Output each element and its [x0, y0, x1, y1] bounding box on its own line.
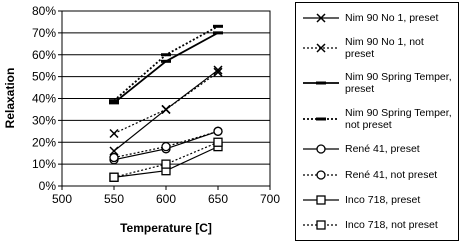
legend-swatch: [303, 144, 339, 154]
legend: Nim 90 No 1, preset Nim 90 No 1, not pres…: [295, 2, 459, 241]
legend-label: René 41, not preset: [345, 168, 438, 181]
marker-shape: [161, 141, 171, 152]
legend-entry: René 41, preset: [299, 142, 455, 156]
marker: [316, 43, 326, 53]
legend-swatch: [303, 220, 339, 230]
series-line: [113, 32, 219, 104]
x-tick-label: 600: [156, 192, 176, 206]
marker-shape: [316, 144, 326, 154]
marker: [316, 144, 326, 154]
marker-stroke: [213, 67, 223, 77]
legend-entry: Nim 90 Spring Temper, preset: [299, 71, 455, 95]
marker: [109, 172, 119, 182]
chart: Relaxation Temperature [C] 0% 10% 20% 30% 40…: [3, 4, 280, 235]
legend-swatch: [303, 81, 339, 85]
legend-label: Nim 90 Spring Temper, not preset: [345, 106, 452, 131]
series-line: [113, 69, 219, 152]
marker-shape: [109, 152, 119, 163]
y-tick-label: 20%: [32, 135, 56, 149]
marker-stroke: [161, 104, 171, 114]
legend-label: Inco 718, preset: [345, 193, 421, 206]
y-tick-label: 50%: [32, 70, 56, 84]
legend-swatch: [303, 13, 339, 23]
x-tick-label: 700: [260, 192, 280, 206]
legend-swatch: [303, 195, 339, 205]
marker: [316, 195, 326, 205]
legend-entry: Nim 90 Spring Temper, not preset: [299, 107, 455, 131]
marker-stroke: [213, 65, 223, 75]
marker: [161, 159, 171, 169]
marker-shape: [213, 126, 223, 136]
y-tick-label: 30%: [32, 113, 56, 127]
marker-stroke: [109, 146, 119, 156]
x-tick-label: 500: [52, 192, 72, 206]
legend-entry: Nim 90 No 1, preset: [299, 11, 455, 25]
marker: [109, 128, 119, 139]
legend-swatch: [303, 117, 339, 121]
marker: [213, 67, 223, 77]
legend-entry: Inco 718, not preset: [299, 218, 455, 232]
y-tick-label: 40%: [32, 92, 56, 106]
marker-stroke: [109, 128, 119, 139]
legend-entry: René 41, not preset: [299, 168, 455, 182]
legend-label: Nim 90 Spring Temper, preset: [345, 71, 452, 96]
y-axis-label: Relaxation: [3, 68, 17, 129]
y-tick-label: 60%: [32, 48, 56, 62]
marker: [213, 65, 223, 75]
y-tick-label: 10%: [32, 157, 56, 171]
legend-label: René 41, preset: [345, 143, 420, 156]
legend-swatch: [303, 43, 339, 53]
x-tick-label: 650: [208, 192, 228, 206]
x-tick-label: 550: [104, 192, 124, 206]
legend-entry: Inco 718, preset: [299, 193, 455, 207]
legend-entry: Nim 90 No 1, not preset: [299, 36, 455, 60]
marker: [213, 126, 223, 136]
y-tick-label: 70%: [32, 26, 56, 40]
legend-swatch: [303, 169, 339, 180]
marker: [316, 169, 326, 180]
marker-shape: [161, 159, 171, 169]
marker-shape: [316, 169, 326, 180]
marker-shape: [316, 220, 326, 230]
marker-shape: [109, 172, 119, 182]
marker-stroke: [316, 43, 326, 53]
y-tick-label: 80%: [32, 4, 56, 18]
marker-shape: [213, 137, 223, 147]
marker: [109, 152, 119, 163]
legend-label: Inco 718, not preset: [345, 219, 438, 232]
marker: [161, 104, 171, 114]
marker: [316, 220, 326, 230]
marker-stroke: [316, 13, 326, 23]
marker: [213, 137, 223, 147]
marker: [161, 141, 171, 152]
y-tick-label: 0%: [39, 179, 57, 193]
legend-label: Nim 90 No 1, not preset: [345, 36, 424, 61]
x-axis-label: Temperature [C]: [120, 221, 212, 235]
plot-frame: [61, 10, 271, 187]
marker: [316, 13, 326, 23]
marker: [109, 146, 119, 156]
marker-shape: [316, 195, 326, 205]
legend-label: Nim 90 No 1, preset: [345, 11, 439, 24]
